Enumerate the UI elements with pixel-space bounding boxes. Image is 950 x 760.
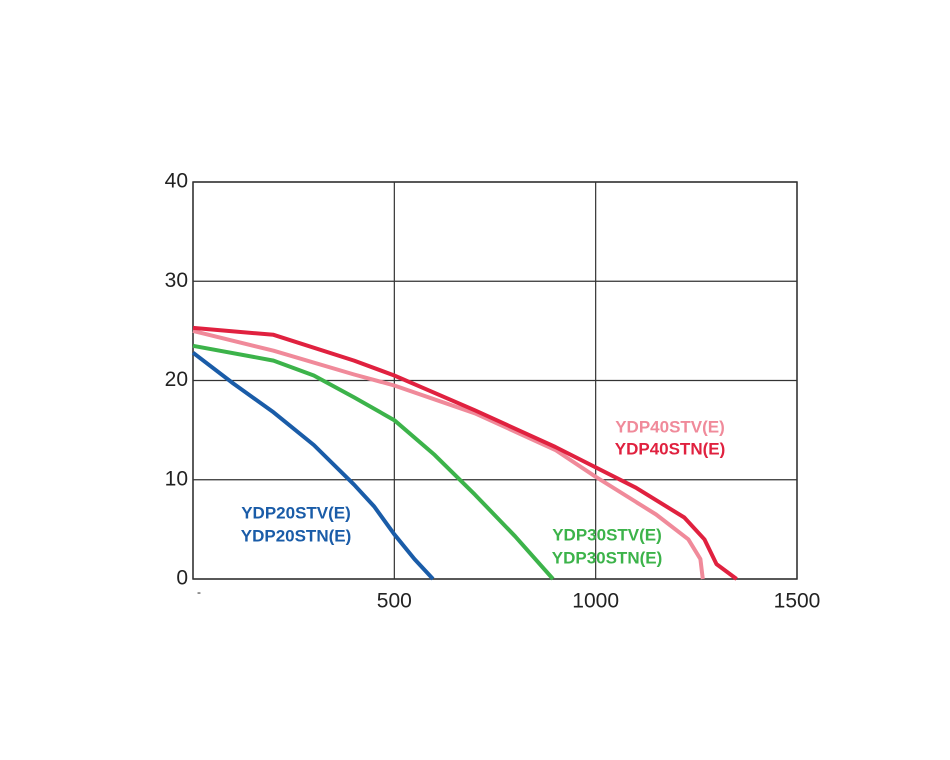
line-series xyxy=(192,328,705,580)
plot-border xyxy=(192,181,798,580)
x-tick-label: 1500 xyxy=(774,590,821,613)
x-tick-label: 500 xyxy=(377,590,412,613)
y-tick-label: 40 xyxy=(165,170,188,193)
series-label: YDP30STN(E) xyxy=(552,548,663,567)
series-label: YDP20STV(E) xyxy=(241,503,351,522)
y-tick-label: 20 xyxy=(165,368,188,391)
y-tick-label: 0 xyxy=(176,567,188,590)
x-tick-label: - xyxy=(197,585,201,599)
series-label: YDP40STV(E) xyxy=(615,417,725,436)
line-series xyxy=(192,343,555,581)
line-series xyxy=(191,351,435,581)
x-tick-label: 1000 xyxy=(572,590,619,613)
y-tick-label: 30 xyxy=(165,269,188,292)
y-tick-label: 10 xyxy=(165,467,188,490)
series-label: YDP20STN(E) xyxy=(241,526,352,545)
line-series xyxy=(192,325,738,581)
series-label: YDP30STV(E) xyxy=(552,525,662,544)
series-label: YDP40STN(E) xyxy=(615,439,726,458)
